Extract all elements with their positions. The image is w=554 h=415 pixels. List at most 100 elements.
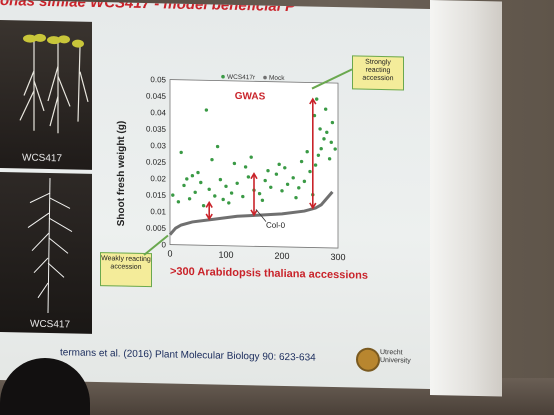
wcs417r-point-49 [190, 174, 195, 178]
y-tick-label-3: 0.015 [146, 191, 167, 200]
wcs417r-point-13 [235, 181, 239, 185]
wcs417r-point-58 [329, 140, 333, 145]
wcs417r-point-52 [283, 166, 287, 170]
y-tick-label-9: 0.045 [146, 92, 167, 101]
wcs417r-point-21 [280, 189, 284, 193]
wcs417r-point-39 [277, 162, 281, 167]
wcs417r-point-29 [319, 147, 323, 151]
wcs417r-point-50 [215, 144, 220, 149]
seedling-photo: WCS417 [0, 20, 92, 170]
col0-annotation: Col-0 [266, 221, 286, 230]
university-name: Utrecht University [380, 349, 411, 366]
wcs417r-point-7 [207, 187, 211, 191]
y-tick-label-7: 0.035 [146, 125, 167, 134]
weak-callout-pointer [143, 234, 169, 256]
seedling-roots-image [19, 33, 89, 134]
col0-pointer [255, 209, 267, 222]
strong-callout-pointer [311, 68, 353, 90]
wcs417r-point-0 [171, 193, 175, 197]
wcs417r-point-36 [227, 201, 231, 205]
wcs417r-point-27 [313, 163, 318, 167]
mock-series-line [168, 190, 334, 236]
wcs417r-point-31 [330, 120, 335, 125]
wcs417r-point-17 [257, 191, 262, 196]
y-tick-label-10: 0.05 [150, 75, 166, 84]
wcs417r-point-20 [274, 172, 279, 176]
wcs417r-point-38 [260, 198, 265, 202]
response-arrow-0 [205, 200, 213, 221]
y-tick-label-2: 0.01 [150, 207, 166, 216]
legend-wcs417r: WCS417r [227, 74, 256, 82]
screen-border [430, 0, 502, 397]
wcs417r-point-42 [327, 157, 332, 161]
wcs417r-point-48 [322, 137, 326, 141]
wcs417r-point-8 [213, 194, 217, 198]
university-name-line2: University [380, 356, 411, 365]
response-arrow-1 [250, 172, 258, 217]
response-arrow-2 [309, 97, 317, 210]
wcs417r-point-3 [187, 197, 192, 201]
presentation-slide: onas simiae WCS417 - model beneficial P … [0, 0, 430, 390]
y-tick-label-5: 0.025 [146, 158, 167, 167]
photo-label-bottom: WCS417 [30, 318, 71, 331]
wcs417r-point-46 [266, 169, 270, 173]
x-tick-label-0: 0 [167, 249, 172, 259]
chart-title: GWAS [235, 91, 266, 103]
wcs417r-point-1 [176, 200, 181, 204]
photo-label-top: WCS417 [22, 152, 63, 165]
x-tick-label-2: 200 [274, 251, 289, 261]
wcs417r-point-10 [221, 197, 225, 202]
slide-headline: onas simiae WCS417 - model beneficial P [0, 0, 296, 16]
x-tick-label-3: 300 [330, 252, 345, 262]
strong-callout-text: Strongly reacting accession [362, 58, 394, 83]
data-points [171, 97, 337, 208]
legend-mock: Mock [269, 75, 285, 82]
wcs417r-point-25 [302, 179, 307, 184]
wcs417r-point-14 [241, 194, 245, 199]
wcs417r-point-2 [182, 183, 186, 188]
wcs417r-point-22 [285, 182, 290, 187]
wcs417r-point-28 [316, 153, 321, 157]
response-arrows [205, 97, 317, 221]
y-tick-label-4: 0.02 [150, 174, 166, 183]
wcs417r-point-24 [297, 186, 301, 190]
x-tick-label-1: 100 [218, 250, 233, 260]
y-tick-label-0: 0 [162, 240, 167, 249]
wcs417r-point-15 [246, 175, 251, 179]
wcs417r-point-6 [201, 203, 206, 208]
wcs417r-point-23 [291, 176, 295, 180]
wcs417r-point-43 [179, 150, 183, 155]
legend: WCS417r Mock [221, 74, 285, 82]
wcs417r-point-37 [243, 165, 248, 169]
wcs417r-point-55 [315, 97, 319, 101]
wcs417r-point-45 [232, 161, 237, 166]
wcs417r-point-9 [218, 177, 223, 182]
wcs417r-point-18 [263, 178, 267, 183]
wcs417r-point-4 [193, 190, 197, 194]
wcs417r-point-54 [312, 113, 317, 118]
university-seal-icon [356, 347, 380, 372]
wcs417r-point-32 [333, 147, 337, 151]
y-tick-label-6: 0.03 [150, 141, 166, 150]
wcs417r-point-47 [299, 159, 304, 164]
wcs417r-point-44 [204, 108, 209, 112]
gwas-scatter-chart: Shoot fresh weight (g) 0 0.005 0.01 0.015 0.… [116, 74, 346, 262]
wcs417r-point-19 [269, 185, 273, 189]
wcs417r-point-26 [308, 169, 312, 174]
wcs417r-point-12 [229, 191, 234, 195]
y-axis-ticks: 0 0.005 0.01 0.015 0.02 0.025 0.03 0.035 0.04 0.0… [146, 75, 167, 249]
wcs417r-point-56 [318, 127, 322, 131]
wcs417r-point-57 [323, 107, 328, 111]
wcs417r-point-40 [294, 195, 298, 200]
y-tick-label-1: 0.005 [146, 224, 167, 233]
root-hair-image [27, 178, 73, 314]
wcs417r-point-35 [210, 157, 214, 162]
wcs417r-point-30 [325, 130, 329, 135]
wcs417r-point-51 [249, 155, 253, 159]
wcs417r-point-33 [185, 177, 189, 181]
wcs417r-point-5 [199, 180, 203, 185]
wcs417r-point-34 [196, 170, 200, 175]
y-tick-label-8: 0.04 [150, 108, 166, 117]
wcs417r-point-11 [224, 184, 228, 189]
y-axis-label: Shoot fresh weight (g) [116, 121, 127, 227]
